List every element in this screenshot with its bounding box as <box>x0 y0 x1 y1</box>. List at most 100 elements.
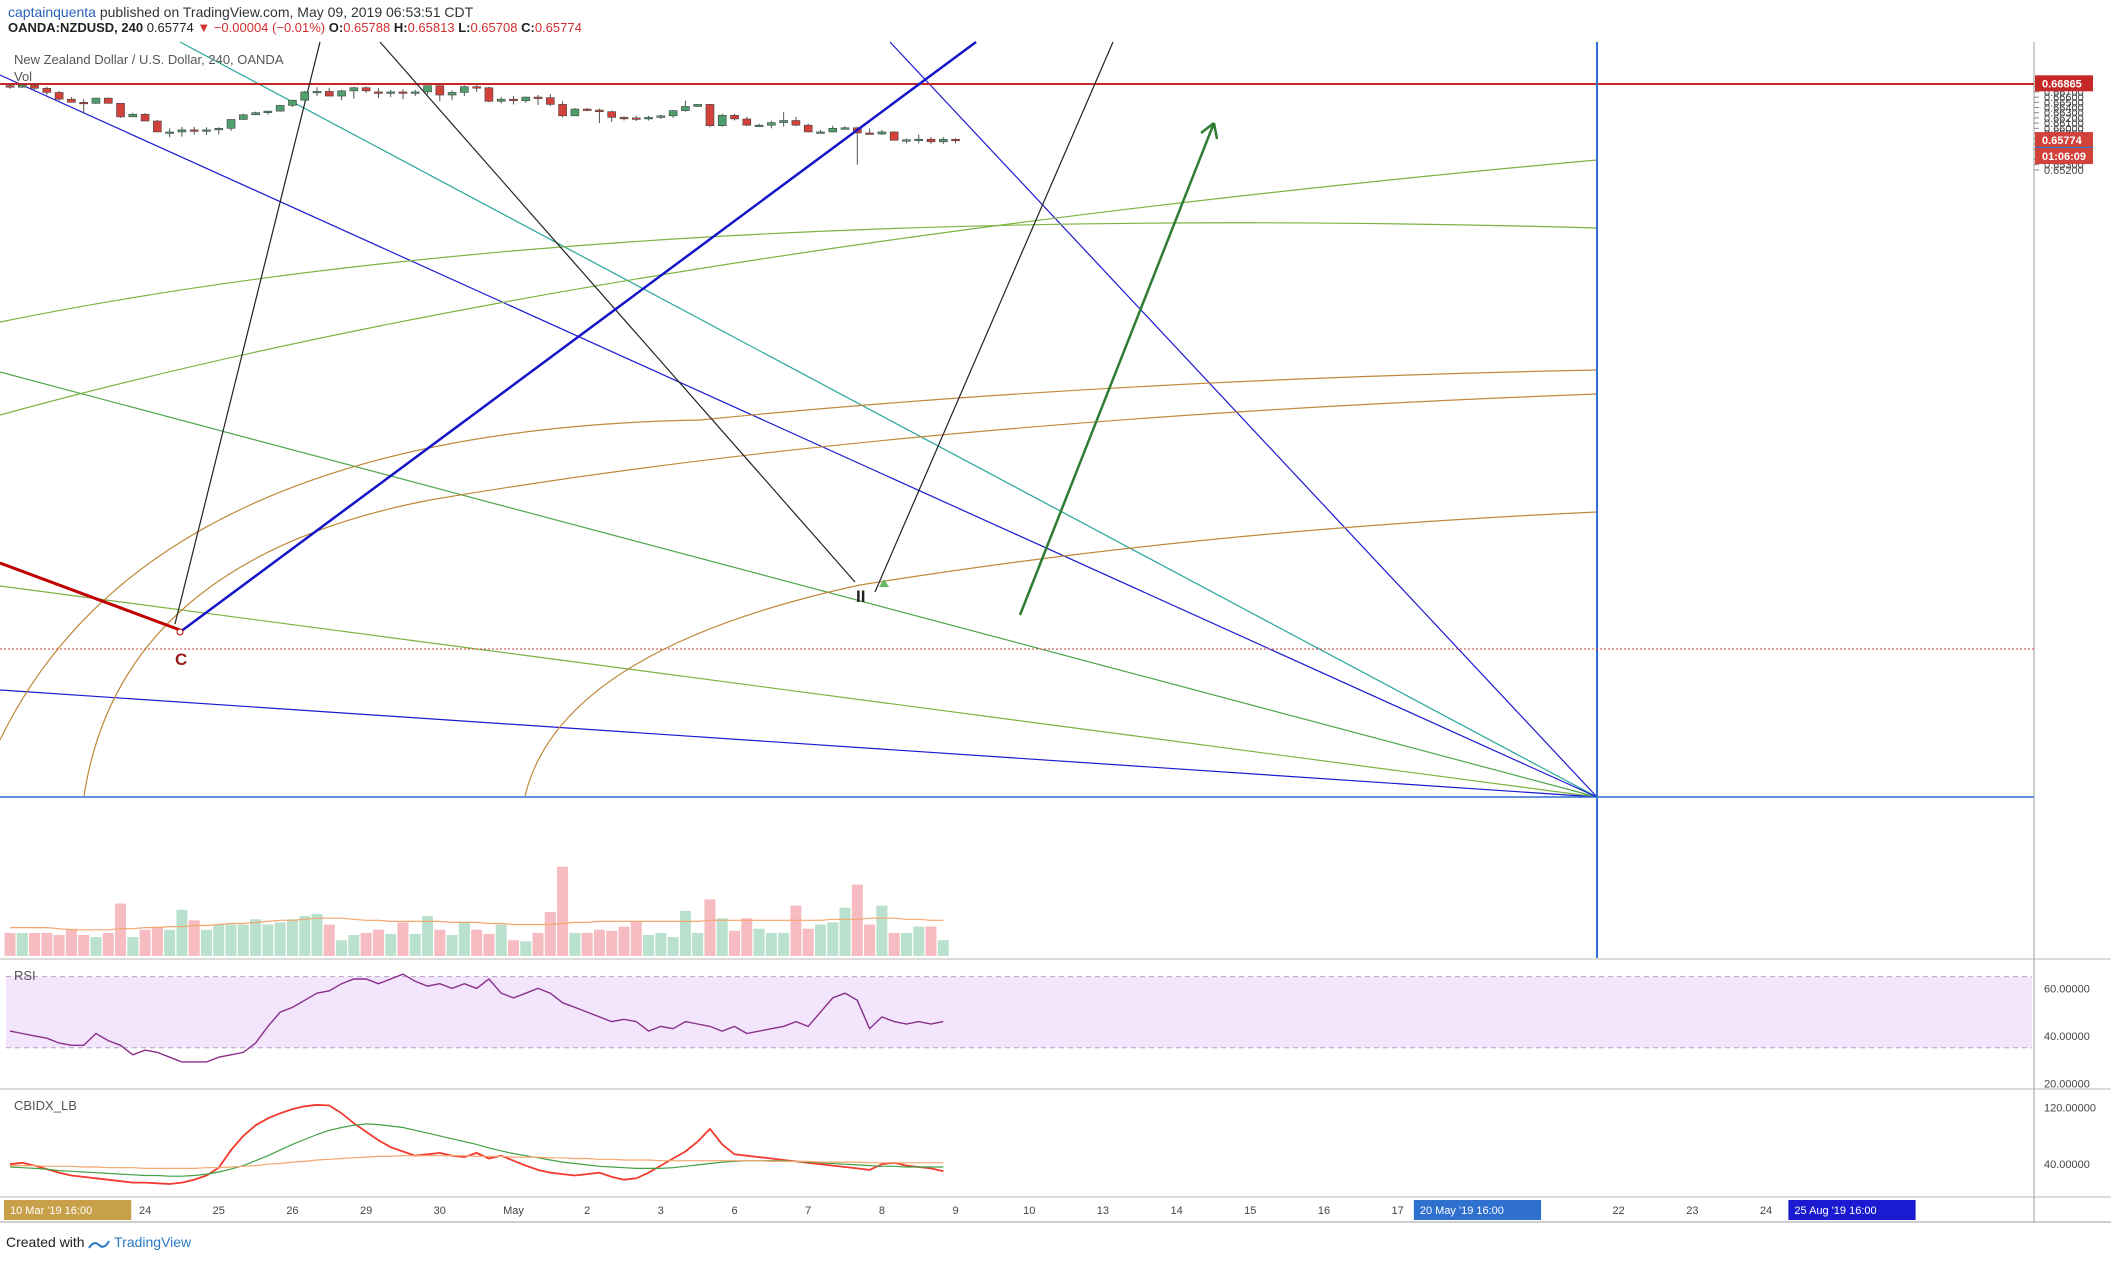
candle-up <box>816 131 825 134</box>
candle-up <box>177 129 187 133</box>
brown-arc-2 <box>83 393 1598 797</box>
candle-down <box>742 118 752 126</box>
volume-bar <box>299 916 311 956</box>
footer-brand[interactable]: TradingView <box>114 1234 192 1250</box>
volume-bar <box>507 940 519 956</box>
ohlc-legend: OANDA:NZDUSD, 240 0.65774 ▼ −0.00004 (−0… <box>8 20 582 35</box>
date-label: 22 <box>1613 1205 1625 1217</box>
volume-bar <box>753 928 765 956</box>
fan-line-4 <box>179 41 1598 798</box>
author-link[interactable]: captainquenta <box>8 4 96 20</box>
volume-bar <box>544 911 556 956</box>
tradingview-logo-icon <box>88 1237 111 1249</box>
open-value: 0.65788 <box>343 20 391 35</box>
price-tag <box>2035 75 2093 92</box>
wave-label-ii: II <box>856 587 865 606</box>
date-label: 26 <box>286 1205 298 1217</box>
volume-bar <box>606 930 618 956</box>
rsi-tick-label: 40.00000 <box>2044 1031 2090 1043</box>
rsi-band <box>6 976 2032 1048</box>
candle-down <box>398 91 408 94</box>
volume-bar <box>913 926 925 956</box>
candle-up <box>337 90 346 97</box>
volume-bar <box>630 921 642 956</box>
candle-up <box>902 139 911 142</box>
candle-down <box>533 96 543 99</box>
footer: Created with TradingView <box>6 1234 191 1250</box>
date-label: 2 <box>584 1205 590 1217</box>
candle-down <box>5 85 15 88</box>
candle-up <box>496 98 506 102</box>
candle-down <box>791 120 801 126</box>
volume-bar <box>90 937 102 956</box>
rsi-tick-label: 20.00000 <box>2044 1078 2090 1090</box>
candle-up <box>263 110 273 113</box>
candle-down <box>79 102 88 105</box>
date-label: 3 <box>658 1205 664 1217</box>
countdown-label: 01:06:09 <box>2042 151 2086 163</box>
volume-bar <box>262 924 274 956</box>
volume-ma-line <box>10 917 944 931</box>
volume-bar <box>692 932 704 956</box>
date-label: 16 <box>1318 1205 1330 1217</box>
date-label: 7 <box>805 1205 811 1217</box>
candle-down <box>374 91 383 94</box>
date-highlight <box>1788 1200 1916 1220</box>
volume-bar <box>409 933 421 956</box>
volume-bar <box>790 905 802 956</box>
blue-trend-line <box>179 40 977 634</box>
candle-down <box>435 85 445 96</box>
date-label: 15 <box>1244 1205 1256 1217</box>
candle-up <box>681 106 690 111</box>
candle-down <box>116 103 125 118</box>
candle-up <box>300 91 310 101</box>
close-value: 0.65774 <box>534 20 582 35</box>
volume-bar <box>250 919 262 956</box>
candle-down <box>803 124 813 133</box>
candle-up <box>877 131 887 135</box>
volume-bar <box>188 920 200 956</box>
candle-up <box>521 96 531 102</box>
high-value: 0.65813 <box>407 20 455 35</box>
volume-bar <box>471 929 483 956</box>
date-label: 30 <box>434 1205 446 1217</box>
candle-down <box>153 120 162 133</box>
volume-bar <box>520 941 532 956</box>
candle-up <box>754 124 764 127</box>
volume-bar <box>814 924 826 956</box>
candle-up <box>312 91 322 94</box>
date-highlight <box>1413 1200 1542 1220</box>
date-label: 29 <box>360 1205 372 1217</box>
candle-down <box>631 117 641 120</box>
volume-bar <box>851 884 863 956</box>
cbidx-tick-label: 40.00000 <box>2044 1159 2090 1171</box>
candle-down <box>558 104 567 117</box>
candle-up <box>214 128 224 131</box>
low-value: 0.65708 <box>470 20 518 35</box>
candle-down <box>42 87 52 93</box>
symbol-label[interactable]: OANDA:NZDUSD, 240 <box>8 20 144 35</box>
volume-bar <box>557 866 569 956</box>
volume-bar <box>876 905 888 956</box>
last-price: 0.65774 <box>146 20 194 35</box>
candle-up <box>17 84 27 88</box>
volume-bar <box>176 909 188 956</box>
volume-bar <box>151 926 163 956</box>
candle-down <box>926 138 936 143</box>
volume-bar <box>200 929 212 956</box>
volume-bar <box>581 932 593 956</box>
volume-bar <box>65 928 77 956</box>
volume-bar <box>213 924 225 956</box>
date-label: 23 <box>1686 1205 1698 1217</box>
vol-label: Vol <box>14 69 33 84</box>
volume-bar <box>422 916 434 956</box>
date-highlight <box>4 1200 132 1220</box>
cbidx-line-3 <box>10 1155 944 1169</box>
candle-down <box>189 129 199 132</box>
candle-down <box>140 113 150 122</box>
price-tick-label: 0.66600 <box>2044 92 2084 104</box>
date-label: 20 May '19 16:00 <box>1420 1205 1504 1217</box>
candle-up <box>570 108 580 117</box>
green-arc-1 <box>0 222 1598 323</box>
